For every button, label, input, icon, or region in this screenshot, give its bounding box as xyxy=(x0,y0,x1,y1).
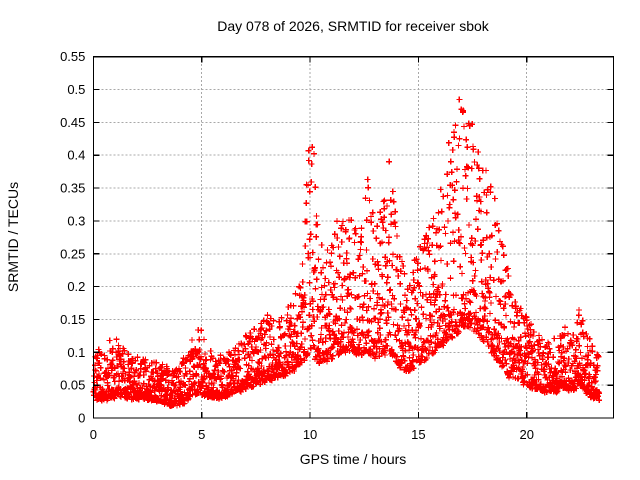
y-tick-label: 0.3 xyxy=(67,213,85,228)
tick-labels: 0 5 10 15 20 0 0.05 0.1 0.15 0.2 0.25 0.3 0.35 0.4 0.4… xyxy=(60,49,534,442)
x-tick-label: 10 xyxy=(303,427,317,442)
x-tick-label: 20 xyxy=(519,427,533,442)
plot-border xyxy=(92,56,615,419)
y-tick-label: 0.2 xyxy=(67,279,85,294)
x-tick-label: 5 xyxy=(198,427,205,442)
x-tick-label: 15 xyxy=(411,427,425,442)
axes-and-ticks xyxy=(92,56,615,419)
y-tick-label: 0 xyxy=(78,411,85,426)
y-tick-label: 0.45 xyxy=(60,115,85,130)
srmtid-points-path xyxy=(90,96,603,409)
y-tick-label: 0.25 xyxy=(60,246,85,261)
y-axis-label: SRMTID / TECUs xyxy=(5,182,21,292)
y-tick-label: 0.5 xyxy=(67,82,85,97)
y-tick-label: 0.05 xyxy=(60,378,85,393)
y-tick-label: 0.15 xyxy=(60,312,85,327)
y-tick-label: 0.55 xyxy=(60,49,85,64)
x-tick-label: 0 xyxy=(90,427,97,442)
y-tick-label: 0.4 xyxy=(67,148,85,163)
scatter-points xyxy=(90,96,603,409)
y-tick-label: 0.35 xyxy=(60,181,85,196)
chart-title: Day 078 of 2026, SRMTID for receiver sbo… xyxy=(217,18,490,34)
x-axis-label: GPS time / hours xyxy=(300,451,407,467)
y-tick-label: 0.1 xyxy=(67,345,85,360)
